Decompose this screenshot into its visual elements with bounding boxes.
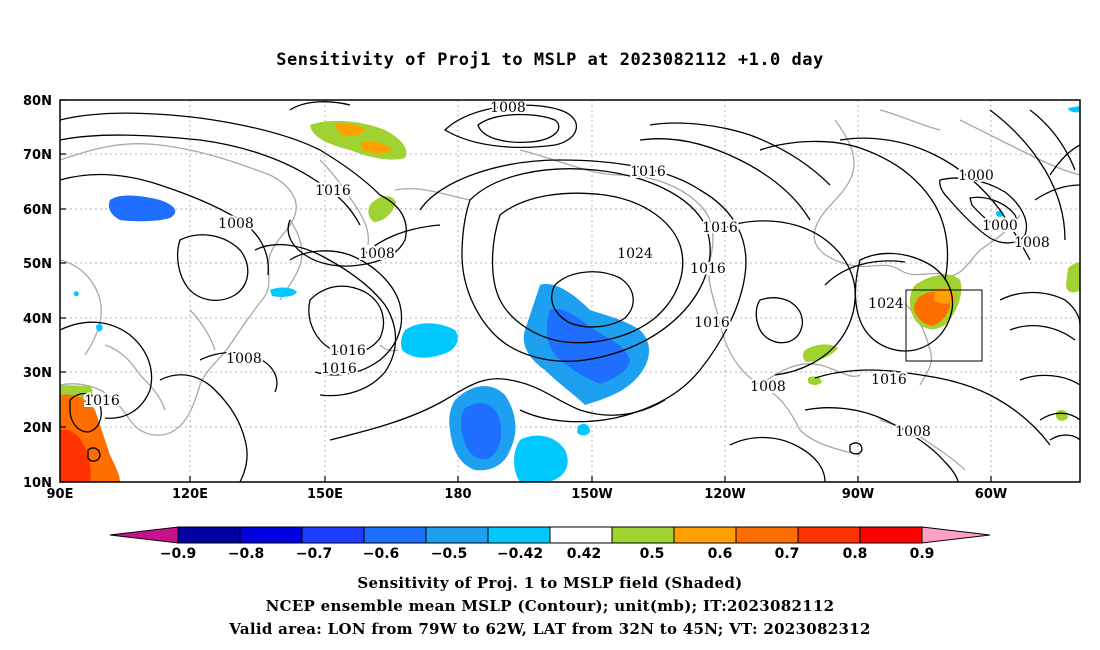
colorbar-label: 0.9 [910, 546, 935, 562]
colorbar-label: 0.42 [567, 546, 602, 562]
lat-label: 40N [23, 312, 52, 327]
contour-label: 1024 [868, 296, 904, 312]
latitude-labels: 80N 70N 60N 50N 40N 30N 20N 10N [23, 94, 52, 491]
axis-ticks [60, 99, 992, 483]
contour-label: 1008 [490, 100, 526, 116]
caption-line-3: Valid area: LON from 79W to 62W, LAT fro… [229, 620, 871, 638]
colorbar-label: −0.5 [431, 546, 468, 562]
lon-label: 150E [307, 487, 343, 502]
colorbar-label: −0.6 [363, 546, 400, 562]
lat-label: 30N [23, 366, 52, 381]
shade-cyan-small4 [1068, 106, 1080, 113]
colorbar-label: 0.5 [640, 546, 665, 562]
colorbar-cell [425, 526, 489, 544]
lat-label: 20N [23, 421, 52, 436]
map-background [60, 100, 1080, 482]
valid-area-box [905, 289, 983, 362]
contour-label: 1016 [702, 220, 738, 236]
shade-cyan-small5 [577, 424, 590, 436]
lon-label: 150W [571, 487, 612, 502]
lon-label: 120E [172, 487, 208, 502]
colorbar-cell [177, 526, 241, 544]
lon-label: 90W [842, 487, 874, 502]
shade-cyan-small2 [73, 291, 79, 297]
shade-green-atlantic [1066, 262, 1080, 293]
colorbar-label: 0.6 [708, 546, 733, 562]
map-frame [59, 99, 1081, 483]
lat-label: 10N [23, 476, 52, 491]
colorbar-cell [239, 526, 303, 544]
colorbar-cell [735, 526, 799, 544]
colorbar-cell [301, 526, 365, 544]
contour-label: 1016 [84, 393, 120, 409]
contour-label: 1008 [750, 379, 786, 395]
mslp-contours [60, 101, 1080, 482]
lon-label: 180 [444, 487, 471, 502]
contour-label: 1008 [1014, 235, 1050, 251]
colorbar [109, 526, 991, 544]
shade-cyan-japan [270, 287, 297, 297]
colorbar-cell [487, 526, 551, 544]
lon-label: 90E [47, 487, 74, 502]
shade-green-gulf [802, 344, 838, 362]
contour-label: 1016 [690, 261, 726, 277]
shade-cyan-small1 [96, 324, 103, 332]
colorbar-label: −0.9 [160, 546, 197, 562]
colorbar-cell [797, 526, 861, 544]
shade-orange-arctic [335, 123, 392, 153]
contour-label: 1008 [218, 216, 254, 232]
contour-label: 1016 [871, 372, 907, 388]
contour-label: 1008 [359, 246, 395, 262]
caption-line-1: Sensitivity of Proj. 1 to MSLP field (Sh… [357, 574, 743, 592]
shade-darkblue-south-pacific [461, 403, 502, 460]
colorbar-cell [859, 526, 923, 544]
lat-label: 60N [23, 203, 52, 218]
lat-label: 70N [23, 148, 52, 163]
lat-label: 80N [23, 94, 52, 109]
contour-label: 1000 [958, 168, 994, 184]
shade-green-gulf2 [808, 376, 822, 385]
contour-labels: 1008 1016 1016 1008 1008 1016 1024 1016 … [82, 98, 1052, 442]
colorbar-high-triangle [921, 526, 991, 544]
contour-label: 1016 [630, 164, 666, 180]
colorbar-label: 0.8 [843, 546, 868, 562]
shade-cyan-mid [401, 323, 458, 358]
colorbar-label: −0.42 [497, 546, 543, 562]
contour-label: 1008 [226, 351, 262, 367]
colorbar-cell [549, 526, 613, 544]
longitude-labels: 90E 120E 150E 180 150W 120W 90W 60W [47, 487, 1008, 502]
lon-label: 60W [975, 487, 1007, 502]
sensitivity-shading [60, 106, 1080, 482]
colorbar-cell [363, 526, 427, 544]
colorbar-cell [673, 526, 737, 544]
shade-darkblue-central-pacific [546, 309, 630, 384]
shade-blue-asia [108, 195, 176, 222]
colorbar-low-triangle [109, 526, 179, 544]
contour-label: 1024 [617, 246, 653, 262]
shade-red-india [60, 429, 91, 482]
contour-label: 1016 [321, 361, 357, 377]
plot-title: Sensitivity of Proj1 to MSLP at 20230821… [276, 50, 824, 70]
shade-cyan-south [514, 435, 568, 482]
colorbar-label: −0.7 [296, 546, 333, 562]
shade-green-bering [368, 196, 396, 222]
caption-line-2: NCEP ensemble mean MSLP (Contour); unit(… [265, 597, 835, 615]
lon-label: 120W [704, 487, 745, 502]
colorbar-cell [611, 526, 675, 544]
lat-label: 50N [23, 257, 52, 272]
contour-label: 1008 [895, 424, 931, 440]
contour-label: 1016 [330, 343, 366, 359]
colorbar-label: 0.7 [775, 546, 800, 562]
contour-label: 1000 [982, 218, 1018, 234]
colorbar-labels: −0.9 −0.8 −0.7 −0.6 −0.5 −0.42 0.42 0.5 … [160, 546, 935, 562]
contour-label: 1016 [694, 315, 730, 331]
colorbar-label: −0.8 [228, 546, 265, 562]
contour-label: 1016 [315, 183, 351, 199]
